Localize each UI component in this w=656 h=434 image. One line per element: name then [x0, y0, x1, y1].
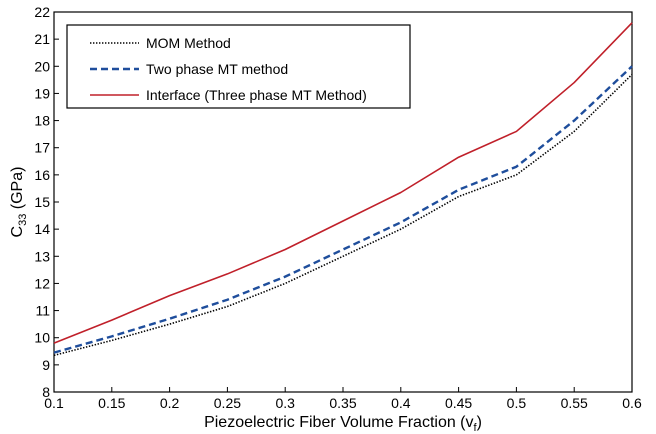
x-tick-label: 0.1 [44, 395, 64, 411]
x-tick-label: 0.6 [622, 395, 642, 411]
y-tick-label: 19 [34, 85, 50, 101]
legend-label: Two phase MT method [146, 61, 288, 77]
series-line-interface-three-phase-mt-method [53, 22, 633, 344]
x-axis-ticks: 0.1 0.15 0.2 0.25 0.3 0.35 0.4 0.45 0.5 0.55 0.6 [44, 387, 642, 411]
y-tick-label: 18 [34, 113, 50, 129]
series-line-mom-method [53, 73, 633, 357]
legend-box [66, 24, 411, 109]
x-tick-label: 0.3 [275, 395, 295, 411]
x-tick-label: 0.4 [391, 395, 411, 411]
y-tick-label: 20 [34, 58, 50, 74]
series-lines [53, 22, 633, 357]
y-tick-label: 22 [34, 4, 50, 20]
y-tick-label: 12 [34, 275, 50, 291]
x-axis-title: Piezoelectric Fiber Volume Fraction (vf) [204, 414, 482, 434]
y-tick-label: 11 [35, 303, 50, 319]
x-tick-label: 0.25 [214, 395, 241, 411]
legend-label: MOM Method [146, 35, 231, 51]
x-tick-label: 0.45 [445, 395, 472, 411]
x-tick-label: 0.15 [98, 395, 125, 411]
y-axis-title: C33 (GPa) [9, 167, 29, 238]
y-tick-label: 10 [34, 330, 50, 346]
x-tick-label: 0.2 [160, 395, 180, 411]
legend-label: Interface (Three phase MT Method) [146, 87, 367, 103]
x-tick-label: 0.35 [329, 395, 356, 411]
legend: MOM Method Two phase MT method Interface (… [66, 24, 411, 109]
y-tick-label: 16 [34, 167, 50, 183]
y-tick-label: 14 [34, 221, 50, 237]
y-tick-label: 17 [34, 140, 50, 156]
y-tick-label: 13 [34, 248, 50, 264]
series-line-two-phase-mt-method [53, 65, 633, 354]
y-tick-label: 8 [42, 384, 50, 400]
y-axis-ticks: 8 9 10 11 12 13 14 15 16 17 18 19 20 21 22 [34, 4, 59, 400]
y-tick-label: 15 [34, 194, 50, 210]
y-tick-label: 21 [34, 31, 50, 47]
x-tick-label: 0.5 [507, 395, 527, 411]
y-tick-label: 9 [42, 357, 50, 373]
x-tick-label: 0.55 [561, 395, 588, 411]
